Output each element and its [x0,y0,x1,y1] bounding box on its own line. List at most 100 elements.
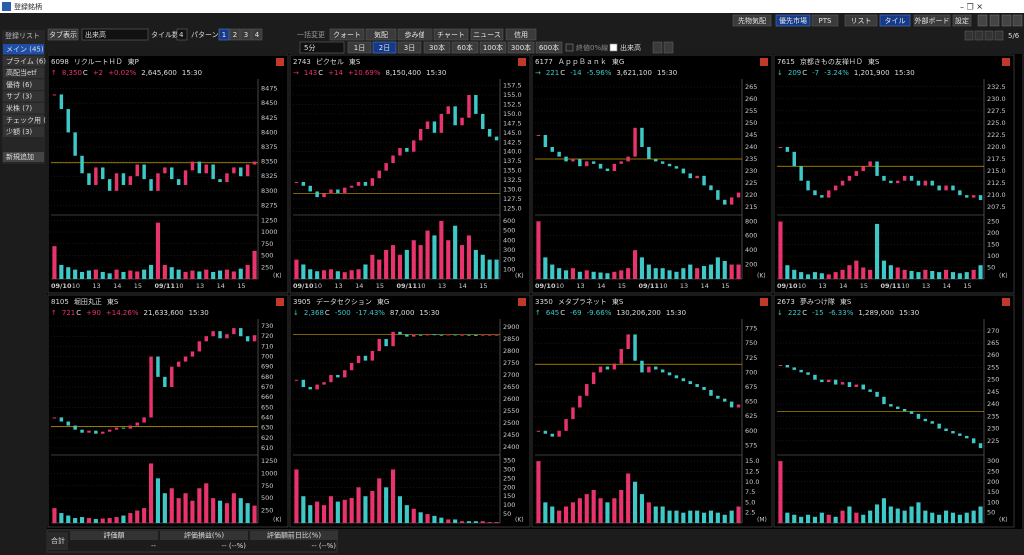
bulk-button[interactable] [470,28,504,41]
volume-bar [557,268,562,279]
day-button[interactable] [397,41,422,54]
candle [107,179,112,191]
bulk-button-label: 気配 [374,30,388,39]
x-tick-label: 09/11 [155,282,176,290]
candle [487,129,492,137]
alert-icon[interactable] [276,298,284,306]
tile-pct: -9.66% [587,309,612,317]
list-item[interactable] [3,126,44,138]
day-button[interactable] [372,41,397,54]
tile-count-box[interactable] [176,28,188,41]
volume-bar [660,268,665,279]
list-item[interactable] [3,67,44,79]
y-tick-label: 215 [745,203,757,211]
y-tick-label: 225 [987,437,999,445]
candle [121,173,126,185]
window-controls[interactable]: – ❐ ✕ [960,3,983,12]
candle [59,417,64,422]
alert-icon[interactable] [276,58,284,66]
bulk-button[interactable] [433,28,469,41]
alert-icon[interactable] [760,58,768,66]
checkbox[interactable] [565,43,574,52]
bulk-button[interactable] [365,28,397,41]
pattern-button[interactable] [251,28,263,41]
y-tick-label: 227.5 [987,107,1006,115]
pager-button[interactable] [994,30,1004,41]
tool-icon[interactable] [1001,14,1012,27]
alert-icon[interactable] [518,298,526,306]
list-item[interactable] [3,103,44,114]
volume-bar [653,268,658,279]
bars-button-label: 300本 [511,43,531,52]
volume-bar [943,510,949,523]
top-button[interactable] [811,14,839,27]
volume-bar [971,269,976,279]
checkbox[interactable] [609,43,618,52]
alert-icon[interactable] [760,298,768,306]
volume-bar [148,463,154,523]
y-tick-label: 775 [745,325,757,333]
alert-icon[interactable] [518,58,526,66]
candle [101,431,105,434]
candle [971,438,976,444]
candle [854,384,859,387]
volume-bar [909,270,914,279]
day-button[interactable] [347,41,372,54]
volume-tick-label: 15.0 [745,457,759,465]
pager-button[interactable] [984,30,994,41]
volume-bar [73,518,78,523]
bulk-button[interactable] [505,28,537,41]
y-tick-label: 2400 [503,443,520,451]
pattern-button[interactable] [240,28,252,41]
top-button-label: リスト [851,17,872,25]
volume-bar [384,487,389,523]
tab-button[interactable] [47,28,79,41]
alert-icon[interactable] [1002,58,1010,66]
add-button[interactable] [3,152,44,162]
top-button[interactable] [775,14,811,27]
bars-button[interactable] [479,41,507,54]
top-button[interactable] [913,14,951,27]
top-button[interactable] [952,14,972,27]
top-button[interactable] [879,14,911,27]
chart-dropdown[interactable] [424,29,432,40]
top-button[interactable] [844,14,878,27]
list-item[interactable] [3,91,44,102]
pager-button[interactable] [974,30,984,41]
bars-button[interactable] [507,41,535,54]
top-button-label: タイル [885,16,906,25]
list-item[interactable] [3,114,44,126]
volume-bar [667,510,672,523]
list-item[interactable] [3,55,44,67]
candle [301,181,306,186]
pager-button[interactable] [964,30,974,41]
candle [494,136,499,141]
search-icon[interactable] [663,41,674,54]
bars-button[interactable] [535,41,563,54]
bars-button[interactable] [451,41,479,54]
tool-icon[interactable] [1012,14,1023,27]
volume-tick-label: 150 [987,488,999,496]
search-icon[interactable] [652,41,663,54]
bulk-button[interactable] [329,28,365,41]
volume-bar [619,270,624,279]
tool-icon[interactable] [977,14,988,27]
volume-bar [923,510,928,523]
sidebar-title: 登録リスト [5,31,40,40]
interval-select[interactable] [299,41,345,54]
list-item[interactable] [3,79,44,90]
x-tick-label: 13 [334,282,342,290]
checkbox-label: 終値0%線 [576,43,608,52]
volume-bar [812,272,818,279]
tile [773,54,1015,294]
pattern-button[interactable] [218,28,230,41]
top-button[interactable] [732,14,772,27]
volume-bar [937,272,942,279]
list-item[interactable] [3,44,44,55]
candle [294,181,299,183]
tool-icon[interactable] [989,14,1000,27]
alert-icon[interactable] [1002,298,1010,306]
tab-select[interactable] [81,28,149,41]
pattern-button[interactable] [229,28,241,41]
bars-button[interactable] [423,41,451,54]
